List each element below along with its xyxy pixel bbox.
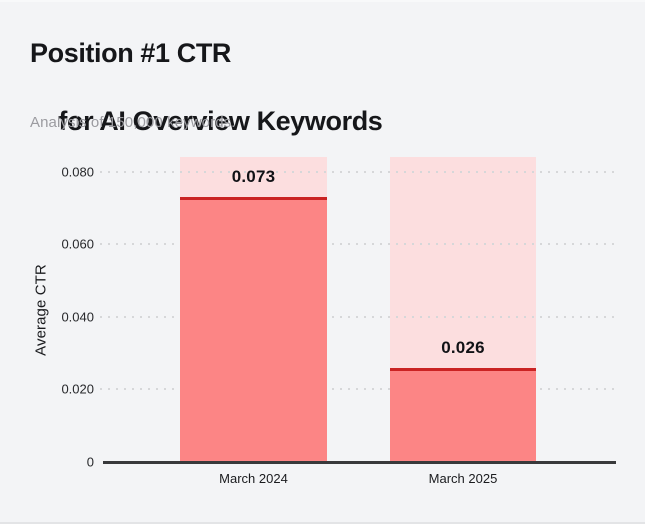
x-tick-label: March 2024 xyxy=(219,471,288,486)
chart-subtitle: Analysis of 150,000 keywords. xyxy=(30,114,236,131)
y-tick-label: 0.020 xyxy=(61,381,94,397)
y-tick-label: 0.080 xyxy=(61,164,94,180)
gridline xyxy=(100,315,617,318)
chart-title-line1: Position #1 CTR xyxy=(30,38,232,68)
chart-title: Position #1 CTR for AI Overview Keywords xyxy=(30,36,383,172)
y-tick-label: 0.060 xyxy=(61,236,94,252)
card-bottom-edge xyxy=(0,522,645,524)
bar-value-label: 0.073 xyxy=(231,166,276,186)
y-tick-label: 0.040 xyxy=(61,309,94,325)
card-top-edge xyxy=(0,0,645,2)
x-tick-label: March 2025 xyxy=(428,471,498,486)
y-tick-label: 0 xyxy=(86,454,94,470)
bar-value-label: 0.026 xyxy=(441,337,485,357)
gridline xyxy=(100,170,617,173)
gridline xyxy=(100,243,617,246)
chart-title-line2: for AI Overview Keywords xyxy=(58,106,383,136)
x-axis-line xyxy=(103,461,616,464)
bar-fill xyxy=(180,196,327,462)
bar-fill xyxy=(390,367,536,462)
gridline xyxy=(100,388,617,391)
